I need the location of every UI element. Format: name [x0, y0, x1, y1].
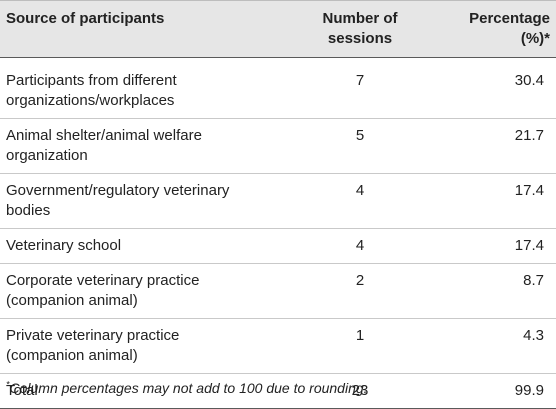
source-line1: Animal shelter/animal welfare	[6, 127, 202, 144]
cell-sessions: 5	[290, 118, 430, 174]
cell-sessions: 2	[290, 263, 430, 319]
source-line2: (companion animal)	[6, 292, 138, 309]
source-line1: Private veterinary practice	[6, 327, 180, 344]
cell-source: Government/regulatory veterinary bodies	[0, 173, 290, 229]
cell-source: Participants from different organization…	[0, 57, 290, 119]
cell-sessions: 7	[290, 57, 430, 119]
table-row: Participants from different organization…	[0, 57, 556, 119]
cell-percentage: 30.4	[430, 57, 556, 119]
table-body: Participants from different organization…	[0, 57, 556, 409]
header-sessions: Number of sessions	[290, 0, 430, 58]
source-line1: Veterinary school	[6, 237, 122, 254]
cell-sessions: 4	[290, 173, 430, 229]
header-sessions-line2: sessions	[327, 30, 393, 47]
cell-source: Animal shelter/animal welfare organizati…	[0, 118, 290, 174]
cell-source: Corporate veterinary practice (companion…	[0, 263, 290, 319]
cell-source: Veterinary school	[0, 228, 290, 264]
total-label: Total	[6, 382, 38, 399]
cell-percentage: 8.7	[430, 263, 556, 319]
source-line2: organization	[6, 147, 88, 164]
table-footnote: *Column percentages may not add to 100 d…	[6, 380, 368, 396]
header-sessions-line1: Number of	[322, 10, 398, 27]
source-line2: bodies	[6, 202, 51, 219]
footnote-text: Column percentages may not add to 100 du…	[9, 380, 368, 396]
header-source-label: Source of participants	[6, 10, 165, 27]
cell-sessions: 4	[290, 228, 430, 264]
source-line2: (companion animal)	[6, 347, 138, 364]
table-row: Private veterinary practice (companion a…	[0, 318, 556, 374]
source-line2: organizations/workplaces	[6, 92, 175, 109]
header-row: Source of participants Number of session…	[0, 0, 556, 58]
table-row: Animal shelter/animal welfare organizati…	[0, 118, 556, 174]
cell-sessions: 1	[290, 318, 430, 374]
cell-percentage: 21.7	[430, 118, 556, 174]
footnote-marker: *	[6, 379, 10, 390]
source-line1: Corporate veterinary practice	[6, 272, 200, 289]
cell-percentage: 17.4	[430, 173, 556, 229]
table-row: Veterinary school 4 17.4	[0, 228, 556, 264]
cell-percentage-total: 99.9	[430, 373, 556, 409]
cell-source: Private veterinary practice (companion a…	[0, 318, 290, 374]
source-line1: Participants from different	[6, 72, 177, 89]
header-source: Source of participants	[0, 0, 290, 58]
header-percentage-line1: Percentage	[469, 10, 550, 27]
source-line1: Government/regulatory veterinary	[6, 182, 230, 199]
table-row: Corporate veterinary practice (companion…	[0, 263, 556, 319]
header-percentage-line2: (%)*	[520, 30, 550, 47]
header-percentage: Percentage (%)*	[430, 0, 556, 58]
table-row: Government/regulatory veterinary bodies …	[0, 173, 556, 229]
cell-percentage: 4.3	[430, 318, 556, 374]
cell-percentage: 17.4	[430, 228, 556, 264]
table-header: Source of participants Number of session…	[0, 0, 556, 58]
